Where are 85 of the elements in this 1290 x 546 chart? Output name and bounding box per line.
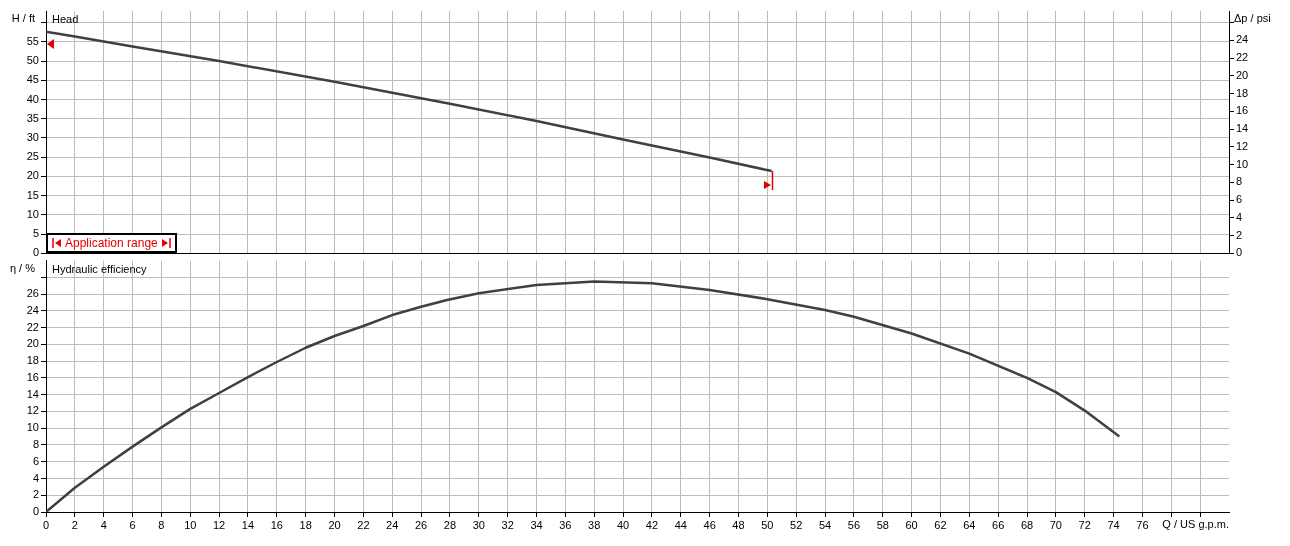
y-tick-label: 20 xyxy=(26,337,39,350)
x-tick-label: 36 xyxy=(559,518,572,531)
y-tick-label: 50 xyxy=(26,54,39,67)
y-tick-label: 20 xyxy=(26,169,39,182)
x-tick-label: 74 xyxy=(1107,518,1120,531)
annotation: Application range xyxy=(65,236,158,251)
y-tick-label: 6 xyxy=(32,454,39,467)
y-tick-label: 25 xyxy=(26,150,39,163)
y-tick-label: 0 xyxy=(32,246,39,259)
x-tick-label: 22 xyxy=(357,518,370,531)
x-tick-label: 0 xyxy=(42,518,50,531)
x-tick-label: 20 xyxy=(328,518,341,531)
x-tick-label: 32 xyxy=(501,518,514,531)
y-tick-label: 15 xyxy=(26,188,39,201)
x-tick-label: 44 xyxy=(674,518,687,531)
x-tick-label: 6 xyxy=(129,518,136,531)
x-tick-label: 50 xyxy=(761,518,774,531)
y2-tick-label: 4 xyxy=(1236,210,1243,223)
x-tick-label: 70 xyxy=(1049,518,1062,531)
x-tick-label: 30 xyxy=(472,518,485,531)
y-tick-label: 0 xyxy=(32,505,39,518)
x-tick-label: 60 xyxy=(905,518,918,531)
y-tick-label: 18 xyxy=(26,354,39,367)
chart-title: Head xyxy=(52,13,79,26)
y2-tick-label: 18 xyxy=(1236,86,1249,99)
x-tick-label: 48 xyxy=(732,518,745,531)
x-tick-label: 14 xyxy=(241,518,255,531)
y-tick-label: 35 xyxy=(26,111,39,124)
x-tick-label: 18 xyxy=(299,518,312,531)
y-tick-label: 12 xyxy=(26,404,39,417)
y-tick-label: 30 xyxy=(26,131,39,143)
y2-tick-label: 24 xyxy=(1236,33,1249,46)
x-tick-label: 68 xyxy=(1020,518,1034,531)
y-tick-label: 10 xyxy=(26,421,39,434)
x-tick-label: 72 xyxy=(1078,518,1091,531)
y-tick-label: 55 xyxy=(26,34,39,47)
y2-axis-title: Δp / psi xyxy=(1234,12,1271,25)
x-tick-label: 62 xyxy=(934,518,947,531)
x-tick-label: 4 xyxy=(100,518,107,531)
y2-tick-label: 8 xyxy=(1236,175,1243,188)
x-tick-label: 24 xyxy=(386,518,399,531)
x-tick-label: 52 xyxy=(790,518,803,531)
x-tick-label: 42 xyxy=(645,518,659,531)
y-tick-label: 24 xyxy=(26,303,39,316)
y2-tick-label: 16 xyxy=(1236,104,1249,117)
chart-title: Hydraulic efficiency xyxy=(52,262,148,275)
x-tick-label: 16 xyxy=(270,518,283,531)
x-tick-label: 40 xyxy=(616,518,630,531)
y-tick-label: 26 xyxy=(26,287,39,300)
y-tick-label: 14 xyxy=(26,387,39,400)
y2-tick-label: 2 xyxy=(1236,228,1243,241)
y-tick-label: 40 xyxy=(26,92,39,105)
x-tick-label: 38 xyxy=(588,518,601,531)
y2-tick-label: 14 xyxy=(1236,122,1249,135)
x-tick-label: 58 xyxy=(876,518,889,531)
x-tick-label: 2 xyxy=(71,518,78,531)
y-tick-label: 22 xyxy=(26,320,39,333)
y-tick-label: 10 xyxy=(26,207,39,220)
y-tick-label: 16 xyxy=(26,370,39,383)
y-axis-title: η / % xyxy=(9,261,36,274)
x-tick-label: 26 xyxy=(414,518,428,531)
x-tick-label: 28 xyxy=(443,518,457,531)
y-tick-label: 45 xyxy=(26,73,39,86)
y-tick-label: 4 xyxy=(32,471,39,484)
x-tick-label: 10 xyxy=(184,518,197,531)
y-tick-label: 2 xyxy=(32,488,39,501)
x-tick-label: 12 xyxy=(213,518,226,531)
x-tick-label: 54 xyxy=(818,518,832,531)
x-tick-label: 66 xyxy=(992,518,1005,531)
y-tick-label: 8 xyxy=(32,437,39,450)
y2-tick-label: 10 xyxy=(1236,157,1249,170)
y-axis-title: H / ft xyxy=(11,12,35,25)
x-tick-label: 64 xyxy=(963,518,976,531)
x-axis-title: Q / US g.p.m. xyxy=(1162,518,1229,531)
x-tick-label: 46 xyxy=(703,518,716,531)
x-tick-label: 76 xyxy=(1136,518,1149,531)
y2-tick-label: 20 xyxy=(1236,68,1249,81)
x-tick-label: 8 xyxy=(158,518,165,531)
y2-tick-label: 22 xyxy=(1236,51,1249,64)
y-tick-label: 5 xyxy=(32,227,39,240)
x-tick-label: 56 xyxy=(847,518,861,531)
y2-tick-label: 12 xyxy=(1236,139,1249,152)
y2-tick-label: 0 xyxy=(1236,246,1243,259)
x-tick-label: 34 xyxy=(530,518,543,531)
y2-tick-label: 6 xyxy=(1236,193,1243,206)
